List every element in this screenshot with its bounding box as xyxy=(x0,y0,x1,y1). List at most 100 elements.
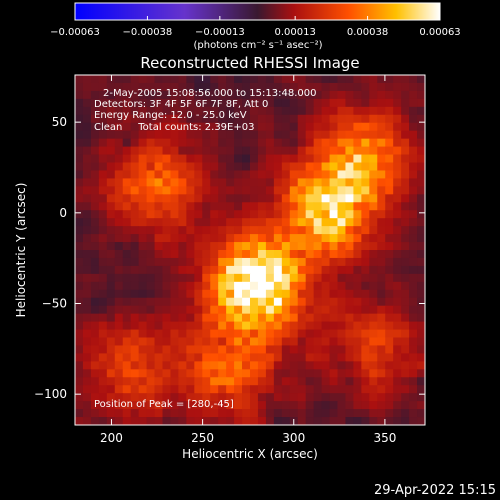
heatmap-cell xyxy=(242,353,251,362)
heatmap-cell xyxy=(345,297,354,307)
heatmap-cell xyxy=(401,409,410,418)
heatmap-cell xyxy=(257,337,267,346)
heatmap-cell xyxy=(345,210,354,219)
heatmap-cell xyxy=(305,210,315,219)
colorbar-tick-label: 0.00013 xyxy=(274,27,315,38)
heatmap-cell xyxy=(90,90,100,100)
heatmap-cell xyxy=(281,218,291,227)
heatmap-cell xyxy=(345,273,354,283)
heatmap-cell xyxy=(226,90,235,100)
heatmap-cell xyxy=(345,353,354,362)
heatmap-cell xyxy=(242,170,251,179)
heatmap-cell xyxy=(130,122,140,132)
heatmap-cell xyxy=(385,98,394,108)
heatmap-cell xyxy=(281,273,291,283)
heatmap-cell xyxy=(242,281,251,291)
heatmap-cell xyxy=(337,154,346,163)
heatmap-cell xyxy=(297,353,307,362)
heatmap-cell xyxy=(401,393,410,402)
heatmap-cell xyxy=(162,289,171,299)
heatmap-cell xyxy=(178,82,187,92)
heatmap-cell xyxy=(98,329,108,338)
heatmap-cell xyxy=(154,369,163,378)
heatmap-cell xyxy=(138,210,147,219)
heatmap-cell xyxy=(242,226,251,235)
heatmap-cell xyxy=(90,409,100,418)
heatmap-cell xyxy=(218,75,227,84)
heatmap-cell xyxy=(385,202,394,211)
heatmap-cell xyxy=(194,75,203,84)
heatmap-cell xyxy=(154,186,163,195)
heatmap-cell xyxy=(289,122,299,132)
heatmap-cell xyxy=(170,226,179,235)
heatmap-cell xyxy=(409,393,418,402)
heatmap-cell xyxy=(250,377,259,386)
heatmap-cell xyxy=(361,194,370,203)
heatmap-cell xyxy=(329,385,338,394)
heatmap-cell xyxy=(194,385,203,394)
heatmap-cell xyxy=(170,130,179,140)
heatmap-cell xyxy=(385,154,394,163)
heatmap-cell xyxy=(90,75,100,84)
heatmap-cell xyxy=(281,289,291,299)
heatmap-cell xyxy=(154,345,163,354)
heatmap-cell xyxy=(297,186,307,195)
heatmap-cell xyxy=(281,250,291,259)
heatmap-cell xyxy=(106,281,116,291)
heatmap-cell xyxy=(106,122,116,132)
heatmap-cell xyxy=(186,234,195,243)
heatmap-cell xyxy=(313,409,322,418)
heatmap-cell xyxy=(162,281,171,291)
heatmap-cell xyxy=(393,369,402,378)
heatmap-cell xyxy=(98,417,108,426)
heatmap-cell xyxy=(242,242,251,251)
heatmap-cell xyxy=(265,273,275,283)
heatmap-cell xyxy=(393,138,402,147)
heatmap-cell xyxy=(297,257,307,267)
heatmap-cell xyxy=(401,377,410,386)
heatmap-cell xyxy=(106,210,116,219)
heatmap-cell xyxy=(106,194,116,203)
heatmap-cell xyxy=(289,369,299,378)
heatmap-cell xyxy=(98,242,108,251)
heatmap-cell xyxy=(242,361,251,370)
heatmap-cell xyxy=(409,122,418,132)
heatmap-cell xyxy=(130,114,140,124)
heatmap-cell xyxy=(257,138,267,147)
heatmap-cell xyxy=(210,281,219,291)
heatmap-cell xyxy=(409,353,418,362)
heatmap-cell xyxy=(313,114,322,124)
heatmap-cell xyxy=(154,273,163,283)
heatmap-cell xyxy=(337,313,346,322)
heatmap-cell xyxy=(130,345,140,354)
heatmap-cell xyxy=(130,178,140,187)
heatmap-cell xyxy=(313,75,322,84)
heatmap-cell xyxy=(154,122,163,132)
heatmap-cell xyxy=(106,106,116,116)
heatmap-cell xyxy=(146,250,155,259)
heatmap-cell xyxy=(369,226,378,235)
heatmap-cell xyxy=(162,130,171,140)
heatmap-cell xyxy=(218,353,227,362)
heatmap-cell xyxy=(146,409,155,418)
heatmap-cell xyxy=(154,353,163,362)
heatmap-cell xyxy=(210,202,219,211)
heatmap-cell xyxy=(321,337,330,346)
heatmap-cell xyxy=(385,210,394,219)
heatmap-cell xyxy=(210,297,219,307)
heatmap-cell xyxy=(401,154,410,163)
heatmap-cell xyxy=(106,337,116,346)
heatmap-cell xyxy=(281,106,291,116)
heatmap-cell xyxy=(122,170,132,179)
heatmap-cell xyxy=(114,369,124,378)
heatmap-cell xyxy=(186,281,195,291)
heatmap-cell xyxy=(361,75,370,84)
heatmap-cell xyxy=(154,305,163,315)
heatmap-cell xyxy=(401,313,410,322)
heatmap-cell xyxy=(146,186,155,195)
heatmap-cell xyxy=(234,305,243,315)
heatmap-cell xyxy=(321,345,330,354)
heatmap-cell xyxy=(297,90,307,100)
heatmap-cell xyxy=(218,393,227,402)
heatmap-cell xyxy=(210,369,219,378)
